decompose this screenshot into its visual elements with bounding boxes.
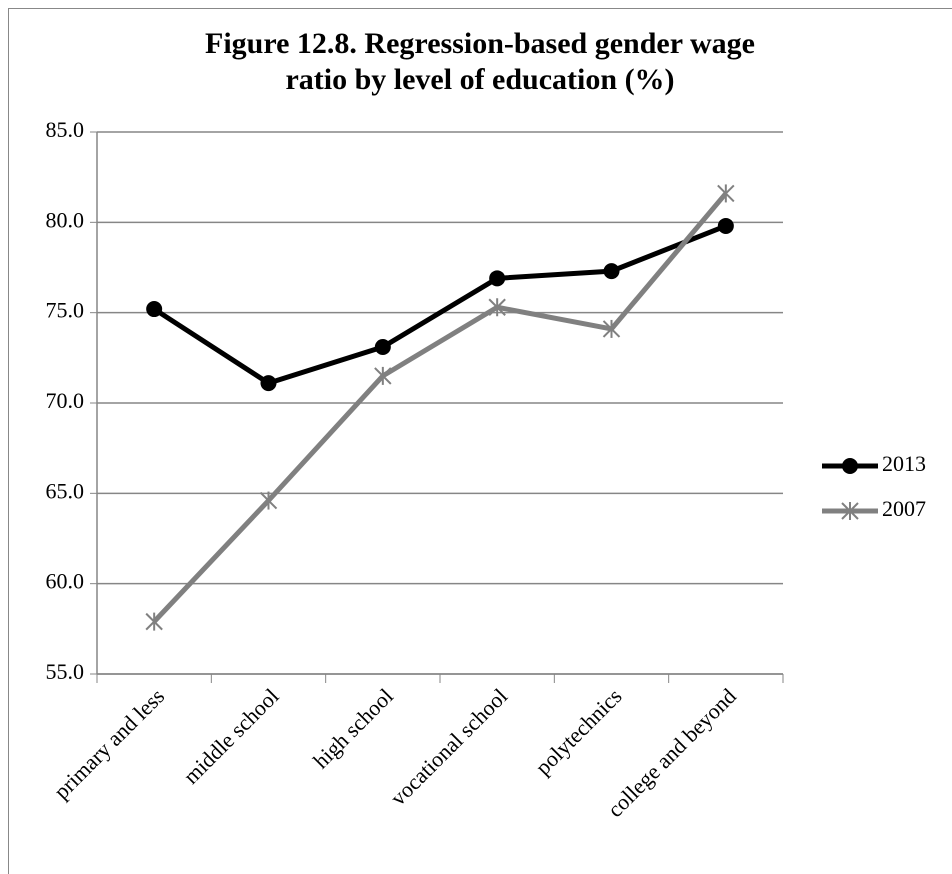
y-tick-label: 85.0 bbox=[46, 117, 85, 142]
x-tick-label: polytechnics bbox=[530, 683, 626, 779]
y-tick-label: 65.0 bbox=[46, 478, 85, 503]
chart-title: Figure 12.8. Regression-based gender wag… bbox=[205, 27, 755, 96]
data-point bbox=[260, 375, 277, 392]
data-point bbox=[717, 217, 734, 234]
data-point bbox=[603, 263, 620, 280]
chart-border bbox=[8, 8, 952, 874]
legend-marker bbox=[842, 458, 858, 474]
legend-marker bbox=[841, 502, 859, 520]
x-tick-label: high school bbox=[308, 683, 398, 773]
y-tick-label: 55.0 bbox=[46, 659, 85, 684]
data-point bbox=[145, 612, 163, 631]
series-line bbox=[152, 191, 728, 624]
data-point bbox=[717, 184, 735, 203]
legend-label: 2013 bbox=[882, 451, 926, 476]
x-tick-label: primary and less bbox=[49, 683, 169, 803]
data-point bbox=[146, 301, 163, 318]
data-point bbox=[488, 298, 506, 317]
y-tick-label: 75.0 bbox=[46, 298, 85, 323]
data-point bbox=[374, 366, 392, 385]
y-tick-label: 70.0 bbox=[46, 388, 85, 413]
series-line bbox=[152, 223, 727, 386]
y-tick-label: 80.0 bbox=[46, 207, 85, 232]
y-tick-label: 60.0 bbox=[46, 569, 85, 594]
data-point bbox=[489, 270, 506, 287]
data-point bbox=[259, 491, 278, 510]
legend-label: 2007 bbox=[882, 496, 926, 521]
x-tick-label: vocational school bbox=[385, 683, 512, 810]
data-point bbox=[602, 319, 621, 338]
x-tick-label: middle school bbox=[178, 683, 283, 788]
data-point bbox=[374, 338, 391, 355]
